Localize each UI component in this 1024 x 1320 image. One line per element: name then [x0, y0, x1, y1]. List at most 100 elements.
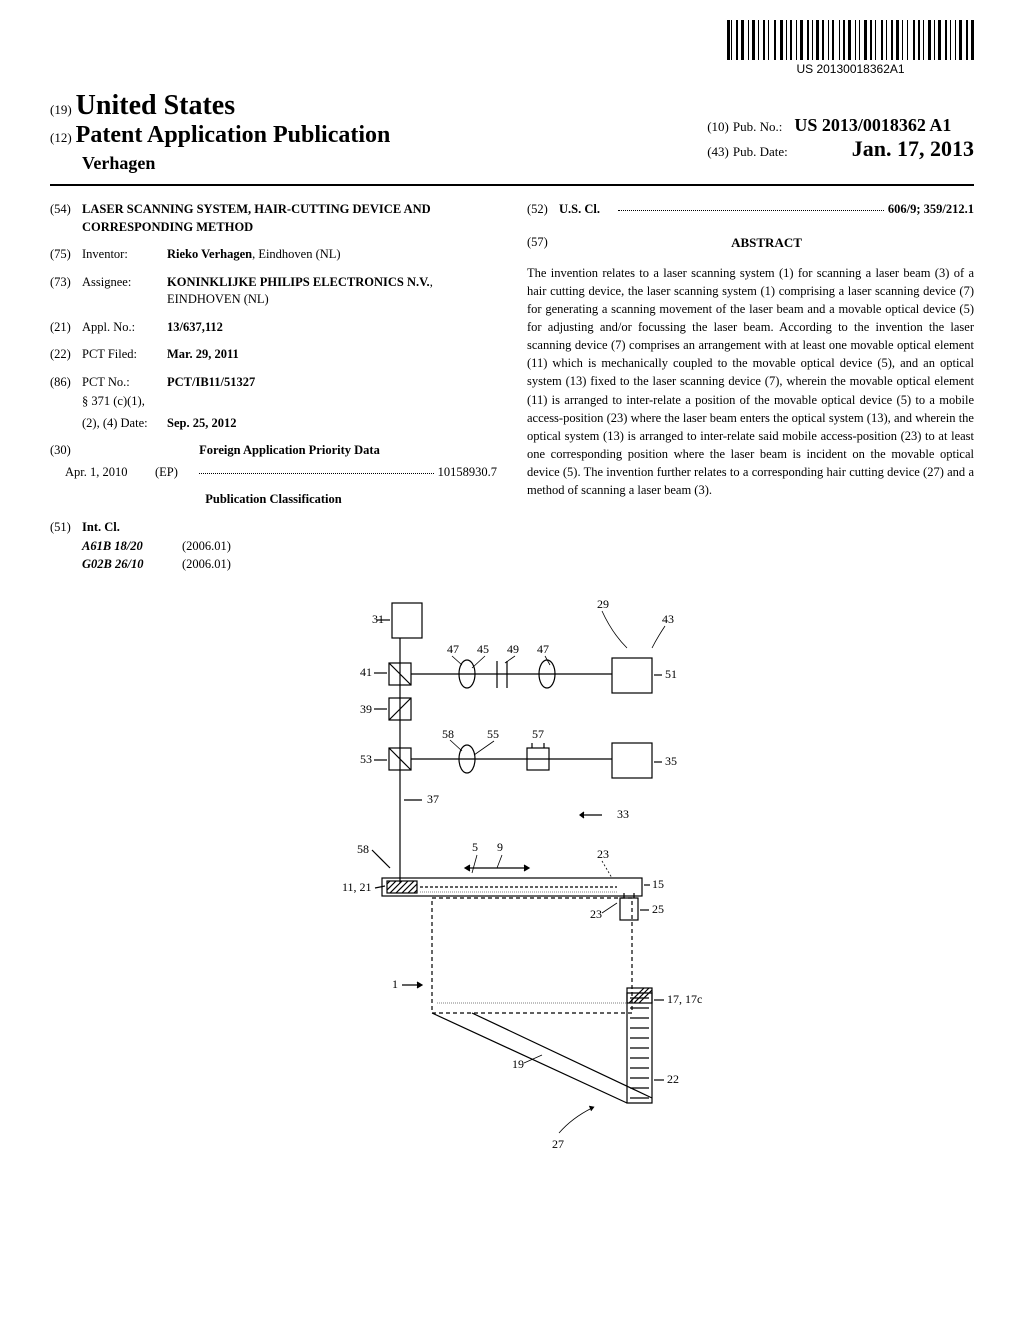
svg-text:1: 1	[392, 977, 398, 991]
intcl-label: Int. Cl.	[82, 519, 497, 537]
code-21: (21)	[50, 319, 82, 337]
field-86-sub2: (2), (4) Date: Sep. 25, 2012	[82, 415, 497, 433]
code-73: (73)	[50, 274, 82, 309]
abstract-text: The invention relates to a laser scannin…	[527, 264, 974, 500]
svg-text:19: 19	[512, 1057, 524, 1071]
invention-title: LASER SCANNING SYSTEM, HAIR-CUTTING DEVI…	[82, 201, 497, 236]
uscl-value: 606/9; 359/212.1	[888, 201, 974, 219]
barcode-text: US 20130018362A1	[727, 62, 974, 76]
assignee-name: KONINKLIJKE PHILIPS ELECTRONICS N.V.	[167, 275, 430, 289]
priority-data-row: Apr. 1, 2010 (EP) 10158930.7	[65, 464, 497, 482]
svg-text:43: 43	[662, 612, 674, 626]
svg-text:37: 37	[427, 792, 439, 806]
field-73: (73) Assignee: KONINKLIJKE PHILIPS ELECT…	[50, 274, 497, 309]
right-header-region: (10) Pub. No.: US 2013/0018362 A1 (43) P…	[707, 115, 974, 162]
priority-number: 10158930.7	[438, 464, 497, 482]
svg-text:33: 33	[617, 807, 629, 821]
field-54: (54) LASER SCANNING SYSTEM, HAIR-CUTTING…	[50, 201, 497, 236]
pub-date-value: Jan. 17, 2013	[852, 136, 974, 161]
field-51: (51) Int. Cl.	[50, 519, 497, 537]
code-54: (54)	[50, 201, 82, 236]
svg-text:55: 55	[487, 727, 499, 741]
priority-country: (EP)	[155, 464, 195, 482]
svg-text:5: 5	[472, 840, 478, 854]
header-divider	[50, 184, 974, 186]
patent-figure: 31 29 43 41 47 45 49 47 51	[272, 593, 752, 1153]
code-30: (30)	[50, 442, 82, 460]
inventor-value: Rieko Verhagen, Eindhoven (NL)	[167, 246, 497, 264]
s371-date-value: Sep. 25, 2012	[167, 415, 236, 433]
code-12: (12)	[50, 130, 72, 145]
code-10: (10)	[707, 119, 729, 134]
content-columns: (54) LASER SCANNING SYSTEM, HAIR-CUTTING…	[50, 201, 974, 573]
svg-text:9: 9	[497, 840, 503, 854]
svg-text:17, 17c: 17, 17c	[667, 992, 702, 1006]
pctno-value: PCT/IB11/51327	[167, 374, 497, 392]
pctno-label: PCT No.:	[82, 374, 167, 392]
barcode-graphic	[727, 20, 974, 60]
inventor-label: Inventor:	[82, 246, 167, 264]
svg-text:31: 31	[372, 612, 384, 626]
field-75: (75) Inventor: Rieko Verhagen, Eindhoven…	[50, 246, 497, 264]
svg-text:53: 53	[360, 752, 372, 766]
s371-label: § 371 (c)(1),	[82, 393, 167, 411]
field-52: (52) U.S. Cl. 606/9; 359/212.1	[527, 201, 974, 219]
svg-text:22: 22	[667, 1072, 679, 1086]
dotted-line-uscl	[618, 201, 884, 211]
applno-label: Appl. No.:	[82, 319, 167, 337]
svg-text:45: 45	[477, 642, 489, 656]
pub-no-label: Pub. No.:	[733, 119, 782, 134]
code-19: (19)	[50, 102, 72, 117]
svg-text:15: 15	[652, 877, 664, 891]
pctfiled-value: Mar. 29, 2011	[167, 346, 497, 364]
field-57: (57) ABSTRACT	[527, 234, 974, 264]
intcl-year-2: (2006.01)	[182, 556, 231, 574]
svg-text:47: 47	[447, 642, 459, 656]
country-name: United States	[76, 90, 235, 121]
code-51: (51)	[50, 519, 82, 537]
intcl-row-2: G02B 26/10 (2006.01)	[82, 556, 497, 574]
dotted-line	[199, 464, 434, 474]
svg-text:25: 25	[652, 902, 664, 916]
svg-text:39: 39	[360, 702, 372, 716]
svg-text:35: 35	[665, 754, 677, 768]
intcl-code-2: G02B 26/10	[82, 556, 182, 574]
pub-date-label: Pub. Date:	[733, 144, 788, 159]
svg-text:58: 58	[357, 842, 369, 856]
field-86: (86) PCT No.: PCT/IB11/51327	[50, 374, 497, 392]
diagram-container: 31 29 43 41 47 45 49 47 51	[50, 593, 974, 1153]
code-57: (57)	[527, 234, 559, 264]
field-30: (30) Foreign Application Priority Data	[50, 442, 497, 460]
code-52: (52)	[527, 201, 559, 219]
pub-class-heading: Publication Classification	[50, 491, 497, 509]
code-75: (75)	[50, 246, 82, 264]
svg-text:47: 47	[537, 642, 549, 656]
svg-text:29: 29	[597, 597, 609, 611]
field-21: (21) Appl. No.: 13/637,112	[50, 319, 497, 337]
priority-heading: Foreign Application Priority Data	[82, 442, 497, 460]
pctfiled-label: PCT Filed:	[82, 346, 167, 364]
svg-text:58: 58	[442, 727, 454, 741]
priority-date: Apr. 1, 2010	[65, 464, 155, 482]
code-43: (43)	[707, 144, 729, 159]
svg-text:11, 21: 11, 21	[342, 880, 372, 894]
svg-text:23: 23	[597, 847, 609, 861]
applno-value: 13/637,112	[167, 319, 497, 337]
svg-text:51: 51	[665, 667, 677, 681]
code-86: (86)	[50, 374, 82, 392]
inventor-loc: , Eindhoven (NL)	[252, 247, 341, 261]
assignee-label: Assignee:	[82, 274, 167, 309]
uscl-label: U.S. Cl.	[559, 201, 614, 219]
intcl-code-1: A61B 18/20	[82, 538, 182, 556]
left-column: (54) LASER SCANNING SYSTEM, HAIR-CUTTING…	[50, 201, 497, 573]
barcode-region: US 20130018362A1	[727, 20, 974, 76]
pub-no-value: US 2013/0018362 A1	[794, 115, 951, 135]
s371-date-label: (2), (4) Date:	[82, 415, 167, 433]
abstract-heading: ABSTRACT	[559, 234, 974, 252]
assignee-value: KONINKLIJKE PHILIPS ELECTRONICS N.V., EI…	[167, 274, 497, 309]
inventor-name: Rieko Verhagen	[167, 247, 252, 261]
publication-type: Patent Application Publication	[76, 122, 391, 148]
intcl-year-1: (2006.01)	[182, 538, 231, 556]
code-22: (22)	[50, 346, 82, 364]
field-86-sub1: § 371 (c)(1),	[82, 393, 497, 411]
